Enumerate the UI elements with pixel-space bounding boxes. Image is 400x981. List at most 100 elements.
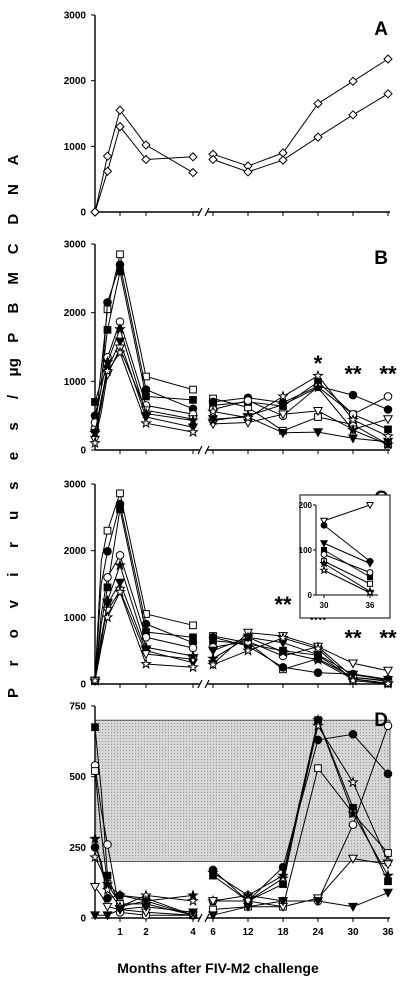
data-point xyxy=(207,646,219,656)
inset-series-triangle-down-open xyxy=(319,501,375,525)
x-tick-label: 6 xyxy=(210,927,216,938)
series-line xyxy=(94,351,194,444)
data-point xyxy=(101,594,114,606)
data-point xyxy=(103,893,112,903)
data-point xyxy=(382,860,394,870)
data-point xyxy=(383,721,393,731)
inset-series-line xyxy=(323,542,371,564)
y-tick-label: 2000 xyxy=(64,76,87,87)
series-line xyxy=(212,640,389,684)
data-point xyxy=(312,369,324,381)
panel-label: B xyxy=(374,248,388,269)
data-point xyxy=(103,573,112,582)
y-axis-title-char: r xyxy=(5,660,22,666)
y-axis-title-char: o xyxy=(5,629,22,638)
series-line xyxy=(94,271,194,403)
data-point xyxy=(243,396,253,405)
series-line xyxy=(95,906,194,916)
series-triangle-down-open xyxy=(89,344,394,445)
data-point xyxy=(140,407,152,419)
data-point xyxy=(101,878,114,889)
y-axis-title-char: N xyxy=(5,184,22,195)
significance-marker: * xyxy=(314,351,323,376)
data-point xyxy=(277,398,289,410)
data-point xyxy=(103,547,112,556)
data-point xyxy=(242,631,254,643)
data-point xyxy=(116,267,124,276)
x-tick-label: 24 xyxy=(312,927,324,938)
data-point xyxy=(89,426,101,438)
series-star-open xyxy=(89,346,394,449)
data-point xyxy=(189,396,197,404)
data-point xyxy=(189,385,197,394)
y-axis-title: Pr o v i r u s e s / μg P B M C D N A xyxy=(5,154,22,698)
data-point xyxy=(242,644,254,656)
data-point xyxy=(319,517,329,525)
data-point xyxy=(365,501,375,510)
y-axis-title-char: P xyxy=(5,688,22,698)
data-point xyxy=(382,888,394,898)
data-point xyxy=(320,551,328,558)
series-line xyxy=(212,410,389,430)
data-point xyxy=(188,152,198,162)
y-tick-label: 3000 xyxy=(64,480,87,491)
significance-marker: ** xyxy=(344,361,362,386)
data-point xyxy=(207,658,219,670)
inset-series-circle-open xyxy=(320,551,374,576)
series-star-filled xyxy=(89,714,394,907)
y-axis-title-char: B xyxy=(5,303,22,314)
data-point xyxy=(114,323,126,335)
data-point xyxy=(366,569,374,576)
data-point xyxy=(277,897,289,907)
series-line xyxy=(94,886,194,916)
y-axis-title-char: / xyxy=(5,394,22,399)
data-point xyxy=(141,140,151,150)
series-line xyxy=(212,381,389,430)
series-line xyxy=(94,554,194,681)
y-axis-title-char: M xyxy=(5,272,22,285)
x-tick-label: 30 xyxy=(347,927,359,938)
data-point xyxy=(101,364,114,377)
data-point xyxy=(277,631,289,643)
data-point xyxy=(140,417,152,429)
data-point xyxy=(347,674,359,686)
significance-marker: ** xyxy=(379,625,397,650)
data-point xyxy=(348,820,358,829)
data-point xyxy=(114,889,126,901)
panel-a: 0 1000 2000 3000 A xyxy=(64,11,393,219)
series-line xyxy=(94,254,194,430)
data-point xyxy=(242,411,254,423)
data-point xyxy=(347,854,359,864)
series-line xyxy=(213,858,389,908)
series-line xyxy=(212,718,389,896)
data-point xyxy=(312,897,324,907)
series-line xyxy=(212,385,389,410)
data-point xyxy=(277,869,289,881)
inset-x-tick-label: 36 xyxy=(366,601,375,610)
data-point xyxy=(114,578,126,588)
significance-marker: ** xyxy=(344,625,362,650)
axis-break-mark xyxy=(197,445,203,455)
data-point xyxy=(347,413,359,425)
data-point xyxy=(347,424,359,435)
y-tick-label: 0 xyxy=(80,680,86,691)
data-point xyxy=(115,260,125,269)
panel-c: 0100020003000C******** xyxy=(64,480,397,691)
data-point xyxy=(382,869,394,881)
data-point xyxy=(312,642,324,654)
data-point xyxy=(382,666,394,676)
x-tick-label: 4 xyxy=(190,927,196,938)
data-point xyxy=(348,390,358,400)
significance-marker: ** xyxy=(274,592,292,617)
series-line xyxy=(212,636,389,684)
series-star-open xyxy=(89,585,394,689)
series-line xyxy=(94,590,194,681)
y-axis-title-char: A xyxy=(5,154,22,165)
data-point xyxy=(243,167,253,177)
data-point xyxy=(90,207,100,217)
inset-y-tick-label: 200 xyxy=(299,501,313,510)
data-point xyxy=(277,410,289,420)
inset-y-tick-label: 100 xyxy=(299,546,313,555)
data-point xyxy=(383,405,393,414)
